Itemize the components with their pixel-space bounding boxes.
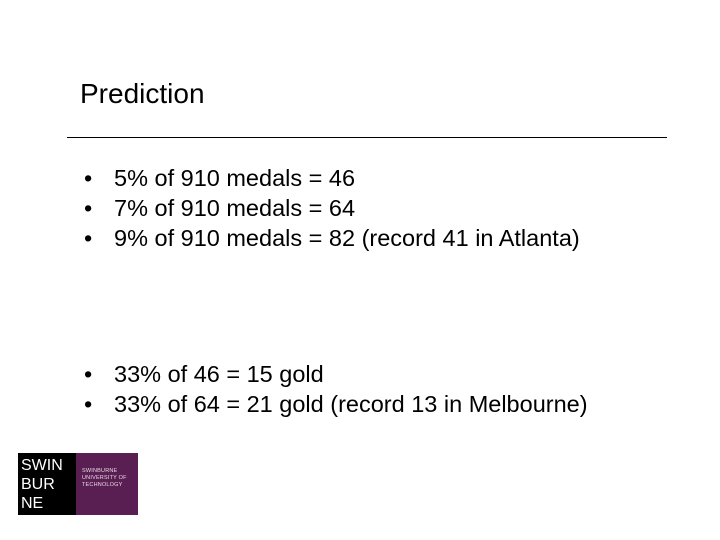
bullet-list: 5% of 910 medals = 46 7% of 910 medals =… <box>84 163 644 253</box>
logo-text-line: UNIVERSITY OF <box>82 475 127 481</box>
bullet-list: 33% of 46 = 15 gold 33% of 64 = 21 gold … <box>84 359 644 419</box>
logo-text-line: SWINBURNE <box>82 468 118 474</box>
title-divider <box>67 137 667 138</box>
bullet-item: 5% of 910 medals = 46 <box>84 163 644 193</box>
slide-title: Prediction <box>80 78 205 109</box>
swinburne-logo: SWIN BUR NE SWINBURNE UNIVERSITY OF TECH… <box>18 453 138 515</box>
logo-text-line: TECHNOLOGY <box>82 482 123 488</box>
logo-mark-line: SWIN <box>21 457 63 474</box>
bullet-item: 33% of 46 = 15 gold <box>84 359 644 389</box>
bullet-item: 7% of 910 medals = 64 <box>84 193 644 223</box>
bullet-item: 33% of 64 = 21 gold (record 13 in Melbou… <box>84 389 644 419</box>
bullet-item: 9% of 910 medals = 82 (record 41 in Atla… <box>84 223 644 253</box>
logo-mark-line: NE <box>21 495 44 512</box>
logo-university-name: SWINBURNE UNIVERSITY OF TECHNOLOGY <box>76 453 138 515</box>
logo-wordmark: SWIN BUR NE <box>18 453 76 515</box>
logo-mark-line: BUR <box>21 476 55 493</box>
